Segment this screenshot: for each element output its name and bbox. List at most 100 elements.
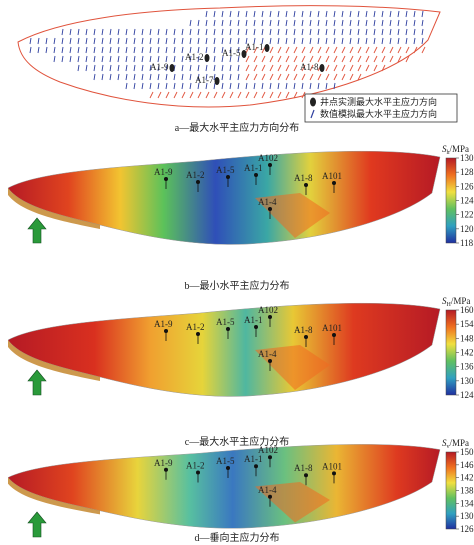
well-label: A1-1 <box>244 163 263 173</box>
direction-tick <box>245 28 248 36</box>
direction-tick <box>237 37 240 45</box>
direction-tick <box>117 64 120 72</box>
direction-tick <box>277 91 282 99</box>
colorbar-title: Sv/MPa <box>442 438 469 450</box>
direction-tick <box>317 55 322 63</box>
direction-tick <box>53 46 56 54</box>
direction-tick <box>317 73 322 81</box>
direction-tick <box>285 46 290 54</box>
symbol: S <box>442 296 447 306</box>
direction-tick <box>245 55 250 63</box>
direction-tick <box>181 28 184 36</box>
well-marker <box>164 177 168 181</box>
direction-tick <box>413 46 418 54</box>
well-marker <box>196 180 200 184</box>
colorbar-tick-label: 142 <box>460 348 474 358</box>
direction-tick <box>85 37 88 45</box>
direction-tick <box>85 28 88 36</box>
colorbar-tick-label: 126 <box>460 181 474 191</box>
direction-tick <box>357 73 362 81</box>
well-label: A1-5 <box>216 456 235 466</box>
direction-tick <box>349 10 352 18</box>
direction-tick <box>29 46 32 54</box>
direction-tick <box>93 46 96 54</box>
direction-tick <box>229 73 232 81</box>
direction-tick <box>325 82 328 90</box>
stress-field <box>7 444 441 529</box>
direction-tick <box>229 37 232 45</box>
direction-tick <box>165 91 170 99</box>
direction-tick <box>365 46 370 54</box>
direction-tick <box>213 55 216 63</box>
direction-tick <box>133 46 136 54</box>
direction-tick <box>213 64 216 72</box>
colorbar-title: SH/MPa <box>442 296 470 308</box>
direction-tick <box>261 91 266 99</box>
direction-tick <box>133 37 136 45</box>
direction-tick <box>237 46 240 54</box>
direction-tick <box>189 37 192 45</box>
direction-tick <box>205 73 208 81</box>
direction-tick <box>253 91 258 99</box>
colorbar-tick-label: 160 <box>460 305 474 315</box>
direction-tick <box>101 64 104 72</box>
direction-tick <box>389 55 394 63</box>
direction-tick <box>189 82 192 90</box>
direction-tick <box>317 82 320 90</box>
direction-tick <box>253 64 258 72</box>
map-side <box>8 477 100 515</box>
direction-tick <box>253 55 258 63</box>
well-label: A1-8 <box>294 463 313 473</box>
direction-tick <box>125 55 128 63</box>
direction-tick <box>213 82 216 90</box>
direction-tick <box>301 28 304 36</box>
well-marker <box>268 163 272 167</box>
direction-tick <box>309 55 314 63</box>
map <box>7 150 441 245</box>
legend-box <box>304 93 458 123</box>
direction-tick <box>261 19 264 27</box>
direction-tick <box>397 46 402 54</box>
direction-tick <box>269 55 274 63</box>
direction-tick <box>93 73 96 81</box>
direction-tick <box>357 19 360 27</box>
direction-tick <box>341 46 346 54</box>
colorbar-tick-label: 134 <box>460 498 474 508</box>
direction-tick <box>325 28 328 36</box>
north-arrow <box>27 217 47 244</box>
direction-tick <box>301 91 306 99</box>
direction-tick <box>173 91 178 99</box>
direction-tick <box>133 64 136 72</box>
direction-tick <box>421 37 424 45</box>
direction-tick <box>181 55 184 63</box>
well-marker <box>204 54 210 62</box>
direction-tick <box>413 10 416 18</box>
well-label: A1-2 <box>186 322 205 332</box>
direction-tick <box>357 46 362 54</box>
direction-tick <box>325 64 330 72</box>
direction-tick <box>45 37 48 45</box>
direction-tick <box>37 37 40 45</box>
direction-tick <box>301 19 304 27</box>
direction-tick <box>221 46 224 54</box>
direction-tick <box>333 64 338 72</box>
direction-tick <box>341 19 344 27</box>
well-marker <box>268 359 272 363</box>
well-label: A1-2 <box>186 170 205 180</box>
direction-tick <box>245 64 250 72</box>
direction-tick <box>261 28 264 36</box>
direction-tick <box>189 55 192 63</box>
direction-tick <box>221 19 224 27</box>
colorbar-title: Sh/MPa <box>442 144 469 156</box>
direction-tick <box>253 82 256 90</box>
direction-tick <box>197 28 200 36</box>
direction-tick <box>213 91 218 99</box>
well-label: A1-8 <box>294 325 313 335</box>
well-label: A1-8 <box>300 62 319 72</box>
direction-tick <box>285 64 290 72</box>
well-marker <box>304 473 308 478</box>
direction-tick <box>333 10 336 18</box>
direction-tick <box>205 64 208 72</box>
